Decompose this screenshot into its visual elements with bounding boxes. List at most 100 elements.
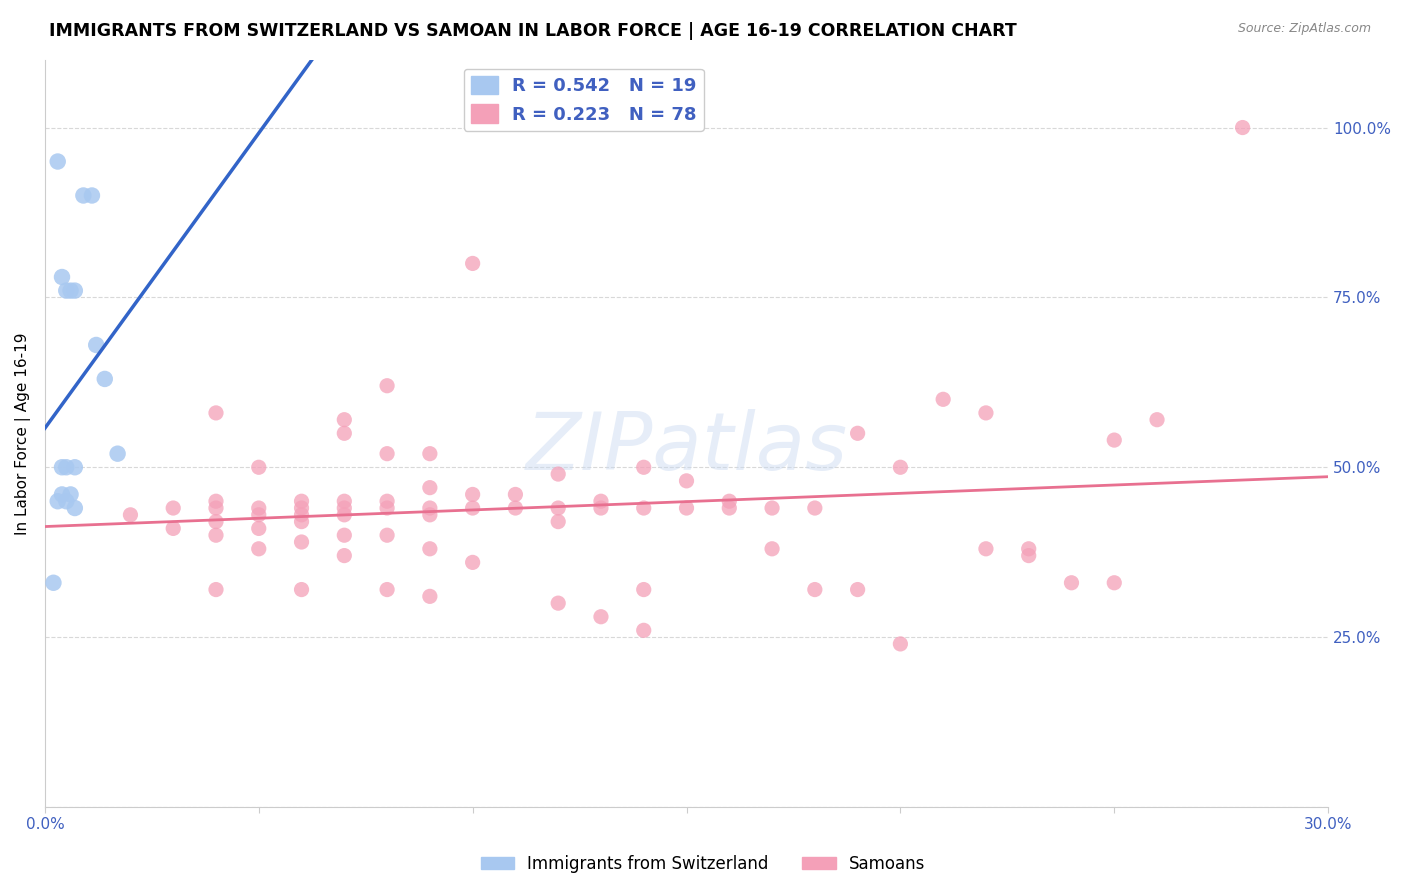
Point xyxy=(1104,433,1126,447)
Legend: R = 0.542   N = 19, R = 0.223   N = 78: R = 0.542 N = 19, R = 0.223 N = 78 xyxy=(464,69,704,131)
Point xyxy=(419,508,441,522)
Point xyxy=(333,508,356,522)
Point xyxy=(846,582,869,597)
Point xyxy=(375,528,398,542)
Point xyxy=(333,426,356,441)
Point xyxy=(461,555,484,569)
Point xyxy=(718,494,741,508)
Point xyxy=(290,515,312,529)
Point xyxy=(1018,541,1040,556)
Point xyxy=(804,501,827,516)
Point xyxy=(547,467,569,481)
Point xyxy=(375,501,398,516)
Point xyxy=(761,501,783,516)
Point xyxy=(63,501,86,516)
Legend: Immigrants from Switzerland, Samoans: Immigrants from Switzerland, Samoans xyxy=(474,848,932,880)
Point xyxy=(589,609,612,624)
Point xyxy=(247,521,270,535)
Point xyxy=(55,460,77,475)
Point xyxy=(932,392,955,407)
Y-axis label: In Labor Force | Age 16-19: In Labor Force | Age 16-19 xyxy=(15,332,31,534)
Point xyxy=(63,284,86,298)
Point xyxy=(205,515,228,529)
Point xyxy=(46,494,69,508)
Point xyxy=(375,378,398,392)
Point xyxy=(718,501,741,516)
Point xyxy=(247,541,270,556)
Point xyxy=(247,508,270,522)
Point xyxy=(419,541,441,556)
Point xyxy=(290,582,312,597)
Point xyxy=(72,188,94,202)
Point xyxy=(51,270,73,285)
Point xyxy=(333,549,356,563)
Point xyxy=(107,447,129,461)
Point xyxy=(461,501,484,516)
Point xyxy=(547,501,569,516)
Point xyxy=(589,494,612,508)
Point xyxy=(42,575,65,590)
Point xyxy=(375,582,398,597)
Point xyxy=(247,501,270,516)
Point xyxy=(633,582,655,597)
Point xyxy=(375,447,398,461)
Point xyxy=(63,460,86,475)
Point xyxy=(162,501,184,516)
Point xyxy=(333,501,356,516)
Point xyxy=(675,501,697,516)
Point xyxy=(80,188,103,202)
Point xyxy=(205,406,228,420)
Point xyxy=(1060,575,1083,590)
Point xyxy=(547,596,569,610)
Point xyxy=(505,501,527,516)
Point xyxy=(633,501,655,516)
Point xyxy=(290,508,312,522)
Point xyxy=(846,426,869,441)
Point xyxy=(333,413,356,427)
Point xyxy=(505,487,527,501)
Point xyxy=(889,637,911,651)
Point xyxy=(375,494,398,508)
Text: IMMIGRANTS FROM SWITZERLAND VS SAMOAN IN LABOR FORCE | AGE 16-19 CORRELATION CHA: IMMIGRANTS FROM SWITZERLAND VS SAMOAN IN… xyxy=(49,22,1017,40)
Point xyxy=(51,487,73,501)
Point xyxy=(589,501,612,516)
Point xyxy=(290,535,312,549)
Point xyxy=(120,508,142,522)
Point xyxy=(419,447,441,461)
Point xyxy=(419,590,441,604)
Text: Source: ZipAtlas.com: Source: ZipAtlas.com xyxy=(1237,22,1371,36)
Point xyxy=(461,487,484,501)
Point xyxy=(1232,120,1254,135)
Point xyxy=(205,528,228,542)
Point xyxy=(55,494,77,508)
Point xyxy=(419,501,441,516)
Point xyxy=(1018,549,1040,563)
Point xyxy=(1104,575,1126,590)
Point xyxy=(247,460,270,475)
Point xyxy=(290,501,312,516)
Point xyxy=(205,582,228,597)
Point xyxy=(59,284,82,298)
Point xyxy=(205,494,228,508)
Point xyxy=(162,521,184,535)
Point xyxy=(889,460,911,475)
Point xyxy=(761,541,783,556)
Text: ZIPatlas: ZIPatlas xyxy=(526,409,848,487)
Point xyxy=(51,460,73,475)
Point xyxy=(333,528,356,542)
Point xyxy=(547,515,569,529)
Point xyxy=(59,487,82,501)
Point xyxy=(675,474,697,488)
Point xyxy=(461,256,484,270)
Point xyxy=(205,501,228,516)
Point xyxy=(290,494,312,508)
Point xyxy=(974,541,997,556)
Point xyxy=(1146,413,1168,427)
Point xyxy=(419,481,441,495)
Point xyxy=(974,406,997,420)
Point xyxy=(633,460,655,475)
Point xyxy=(55,284,77,298)
Point xyxy=(84,338,107,352)
Point xyxy=(46,154,69,169)
Point xyxy=(633,624,655,638)
